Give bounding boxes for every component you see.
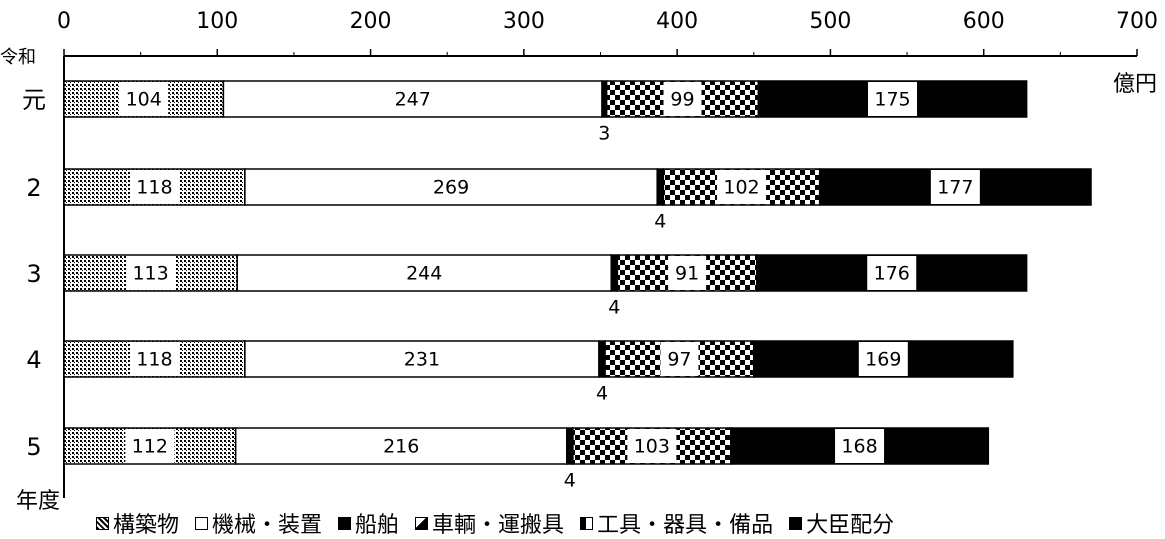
bar-layer (63, 80, 1092, 465)
x-tick-label: 500 (809, 9, 851, 34)
value-label-box (663, 82, 702, 116)
value-label-box (835, 429, 885, 463)
legend-item-vehicles: 車輌・運搬具 (415, 507, 564, 539)
legend-item-minister-allocation: 大臣配分 (789, 507, 894, 539)
bar-segment (244, 340, 600, 378)
legend-swatch-structures (96, 516, 109, 530)
value-label: 104 (126, 89, 162, 111)
value-label: 99 (670, 89, 694, 111)
value-label: 169 (865, 349, 901, 371)
value-label-box (668, 256, 707, 290)
x-tick-label: 300 (503, 9, 545, 34)
legend-item-structures: 構築物 (96, 507, 179, 539)
category-label: 3 (26, 260, 41, 288)
legend-label-tools: 工具・器具・備品 (597, 513, 774, 538)
value-label: 175 (874, 89, 910, 111)
legend-swatch-tools (580, 516, 594, 530)
bar-segment (566, 427, 574, 465)
value-label-box (930, 170, 980, 204)
bar-segment (236, 254, 612, 292)
category-label: 2 (26, 174, 41, 202)
value-label: 4 (564, 470, 576, 492)
x-tick-label: 200 (350, 9, 392, 34)
value-label-box (660, 342, 699, 376)
value-label: 231 (404, 349, 440, 371)
value-label-box (119, 82, 169, 116)
x-tick-label: 0 (57, 9, 71, 34)
legend-label-machinery: 機械・装置 (212, 513, 323, 538)
value-label: 103 (634, 436, 670, 458)
bar-segment (234, 427, 568, 465)
legend-item-machinery: 機械・装置 (195, 507, 322, 539)
value-label-box (858, 342, 908, 376)
x-tick-label: 400 (656, 9, 698, 34)
value-label: 91 (675, 263, 699, 285)
value-label: 112 (132, 436, 168, 458)
value-label: 4 (608, 297, 620, 319)
value-label: 247 (395, 89, 431, 111)
category-label: 元 (22, 86, 46, 114)
legend-label-ships: 船舶 (355, 513, 400, 538)
value-label: 244 (406, 263, 442, 285)
x-tick-label: 600 (963, 9, 1005, 34)
legend-item-tools: 工具・器具・備品 (580, 507, 773, 539)
value-label: 118 (136, 349, 172, 371)
value-label-box (627, 429, 677, 463)
bar-segment (610, 254, 619, 292)
legend-label-vehicles: 車輌・運搬具 (432, 513, 565, 538)
value-label: 102 (723, 177, 759, 199)
value-label-box (129, 170, 179, 204)
value-label: 4 (654, 211, 666, 233)
value-label-box (717, 170, 767, 204)
category-label: 4 (26, 346, 41, 374)
y-axis-bottom-label: 年度 (16, 489, 60, 514)
value-label: 269 (433, 177, 469, 199)
value-label: 176 (874, 263, 910, 285)
value-label: 177 (937, 177, 973, 199)
category-label: 5 (26, 433, 41, 461)
value-label-box (868, 82, 918, 116)
unit-label: 億円 (1113, 72, 1157, 97)
value-label: 97 (667, 349, 691, 371)
value-label: 168 (841, 436, 877, 458)
legend-swatch-ships (338, 516, 352, 530)
legend-swatch-minister-allocation (789, 516, 803, 530)
label-layer: 104 247 3 99 175 118 269 4 102 177 113 244 4 91 176 118… (119, 82, 980, 492)
value-label: 3 (598, 123, 610, 145)
value-label: 4 (596, 383, 608, 405)
value-label: 118 (136, 177, 172, 199)
value-label: 216 (383, 436, 419, 458)
value-label: 113 (132, 263, 168, 285)
bar-segment (598, 340, 606, 378)
bar-segment (244, 168, 658, 206)
x-tick-label: 700 (1116, 9, 1158, 34)
legend-label-minister-allocation: 大臣配分 (806, 513, 895, 538)
y-axis-top-label: 令和 (0, 47, 36, 68)
legend-swatch-machinery (195, 516, 209, 530)
legend-swatch-vehicles (415, 516, 429, 530)
legend-item-ships: 船舶 (338, 507, 399, 539)
value-label-box (126, 256, 176, 290)
bar-segment (656, 168, 665, 206)
x-tick-label: 100 (196, 9, 238, 34)
legend: 構築物 機械・装置 船舶 車輌・運搬具 工具・器具・備品 大臣配分 (96, 508, 910, 538)
value-label-box (129, 342, 179, 376)
value-label-box (125, 429, 175, 463)
value-label-box (867, 256, 917, 290)
legend-label-structures: 構築物 (113, 513, 180, 538)
